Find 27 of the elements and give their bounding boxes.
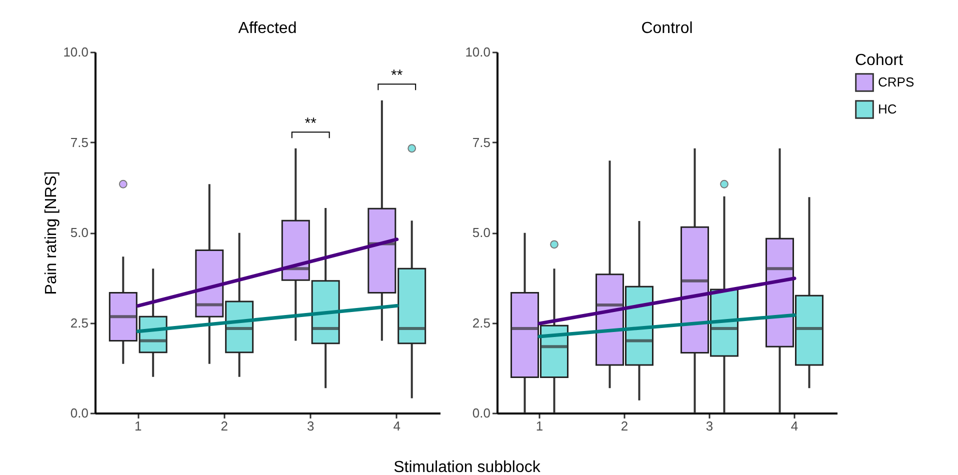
y-tick-label: 2.5 (70, 315, 88, 330)
annotation: ** (391, 67, 403, 84)
x-tick-label: 4 (393, 418, 400, 434)
y-tick-label: 5.0 (472, 225, 490, 240)
x-tick-label: 2 (620, 418, 628, 434)
y-tick-label: 10.0 (465, 44, 490, 60)
y-tick-label: 5.0 (70, 225, 88, 240)
y-tick-label: 0.0 (472, 406, 490, 420)
y-tick-label: 10.0 (63, 44, 88, 60)
y-tick-label: 2.5 (472, 315, 490, 330)
legend-label: HC (878, 102, 897, 116)
x-tick-label: 3 (307, 418, 314, 434)
annotation: ** (304, 115, 317, 132)
x-tick-label: 4 (790, 418, 798, 434)
chart-title: Affected (238, 20, 297, 37)
y-tick-label: 0.0 (70, 406, 88, 420)
legend-label: CRPS (878, 74, 914, 90)
y-tick-label: 7.5 (70, 134, 88, 150)
chart-title: Control (641, 20, 693, 37)
y-axis-title: Pain rating [NRS] (43, 171, 60, 295)
x-axis-title: Stimulation subblock (394, 459, 540, 475)
y-tick-label: 7.5 (472, 134, 490, 150)
x-tick-label: 2 (220, 418, 228, 434)
legend-title: Cohort (855, 52, 904, 69)
x-tick-label: 1 (536, 418, 544, 434)
x-tick-label: 3 (706, 418, 714, 434)
x-tick-label: 1 (134, 418, 142, 434)
